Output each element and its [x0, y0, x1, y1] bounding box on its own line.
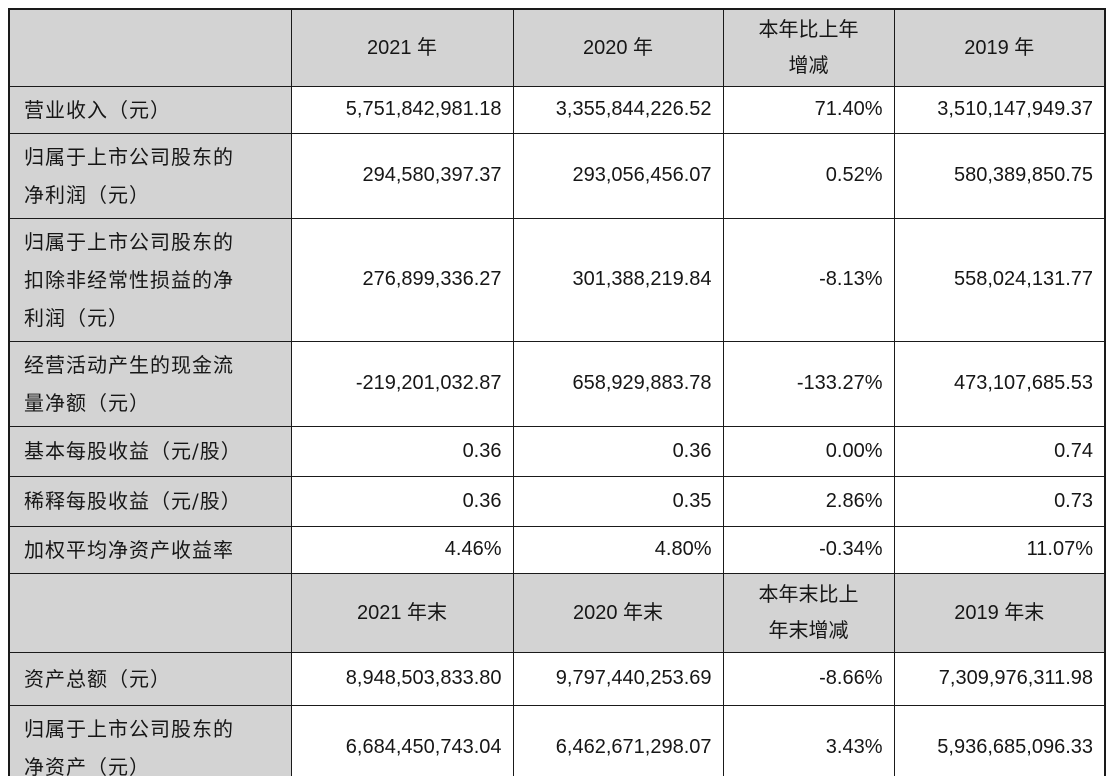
col-header-2020: 2020 年 — [512, 8, 724, 87]
value-cell: 558,024,131.77 — [893, 217, 1106, 342]
value-cell: 0.73 — [893, 475, 1106, 527]
value-cell: 3,510,147,949.37 — [893, 85, 1106, 134]
value-cell: 71.40% — [722, 85, 895, 134]
value-cell: 473,107,685.53 — [893, 340, 1106, 427]
value-cell: 301,388,219.84 — [512, 217, 724, 342]
row-label-total-assets: 资产总额（元） — [8, 651, 292, 706]
row-label-weighted-avg-roe: 加权平均净资产收益率 — [8, 525, 292, 574]
value-cell: 7,309,976,311.98 — [893, 651, 1106, 706]
col-header-year-end-change: 本年末比上 年末增减 — [722, 572, 895, 653]
value-cell: 0.35 — [512, 475, 724, 527]
value-cell: 276,899,336.27 — [290, 217, 514, 342]
col-header-2019: 2019 年 — [893, 8, 1106, 87]
col-header-2019-end: 2019 年末 — [893, 572, 1106, 653]
table-header-annual: 2021 年 2020 年 本年比上年 增减 2019 年 — [8, 8, 1106, 87]
row-label-operating-cash-flow: 经营活动产生的现金流 量净额（元） — [8, 340, 292, 427]
table-row: 加权平均净资产收益率 4.46% 4.80% -0.34% 11.07% — [8, 525, 1106, 574]
table-row: 资产总额（元） 8,948,503,833.80 9,797,440,253.6… — [8, 651, 1106, 706]
key-financials-table: 2021 年 2020 年 本年比上年 增减 2019 年 营业收入（元） 5,… — [8, 8, 1106, 776]
value-cell: -8.13% — [722, 217, 895, 342]
value-cell: 5,936,685,096.33 — [893, 704, 1106, 776]
value-cell: 0.36 — [290, 425, 514, 477]
col-header-2020-end: 2020 年末 — [512, 572, 724, 653]
value-cell: 580,389,850.75 — [893, 132, 1106, 219]
table-row: 基本每股收益（元/股） 0.36 0.36 0.00% 0.74 — [8, 425, 1106, 477]
header-empty-cell — [8, 8, 292, 87]
col-header-2021-end: 2021 年末 — [290, 572, 514, 653]
value-cell: 3,355,844,226.52 — [512, 85, 724, 134]
row-label-diluted-eps: 稀释每股收益（元/股） — [8, 475, 292, 527]
value-cell: 0.36 — [512, 425, 724, 477]
value-cell: 0.00% — [722, 425, 895, 477]
value-cell: 11.07% — [893, 525, 1106, 574]
value-cell: -219,201,032.87 — [290, 340, 514, 427]
value-cell: 0.36 — [290, 475, 514, 527]
value-cell: 293,056,456.07 — [512, 132, 724, 219]
value-cell: 2.86% — [722, 475, 895, 527]
row-label-net-assets: 归属于上市公司股东的 净资产（元） — [8, 704, 292, 776]
row-label-operating-revenue: 营业收入（元） — [8, 85, 292, 134]
col-header-2021: 2021 年 — [290, 8, 514, 87]
value-cell: 294,580,397.37 — [290, 132, 514, 219]
row-label-net-profit-excl-nonrecurring: 归属于上市公司股东的 扣除非经常性损益的净 利润（元） — [8, 217, 292, 342]
value-cell: 8,948,503,833.80 — [290, 651, 514, 706]
value-cell: 4.80% — [512, 525, 724, 574]
value-cell: 6,684,450,743.04 — [290, 704, 514, 776]
table-row: 经营活动产生的现金流 量净额（元） -219,201,032.87 658,92… — [8, 340, 1106, 427]
value-cell: 4.46% — [290, 525, 514, 574]
value-cell: 658,929,883.78 — [512, 340, 724, 427]
row-label-net-profit: 归属于上市公司股东的 净利润（元） — [8, 132, 292, 219]
value-cell: 0.74 — [893, 425, 1106, 477]
value-cell: -133.27% — [722, 340, 895, 427]
row-label-basic-eps: 基本每股收益（元/股） — [8, 425, 292, 477]
table-header-year-end: 2021 年末 2020 年末 本年末比上 年末增减 2019 年末 — [8, 572, 1106, 653]
value-cell: 5,751,842,981.18 — [290, 85, 514, 134]
table-row: 营业收入（元） 5,751,842,981.18 3,355,844,226.5… — [8, 85, 1106, 134]
value-cell: 6,462,671,298.07 — [512, 704, 724, 776]
table-row: 稀释每股收益（元/股） 0.36 0.35 2.86% 0.73 — [8, 475, 1106, 527]
table-row: 归属于上市公司股东的 净利润（元） 294,580,397.37 293,056… — [8, 132, 1106, 219]
col-header-yoy-change: 本年比上年 增减 — [722, 8, 895, 87]
value-cell: -0.34% — [722, 525, 895, 574]
table-row: 归属于上市公司股东的 扣除非经常性损益的净 利润（元） 276,899,336.… — [8, 217, 1106, 342]
header-empty-cell — [8, 572, 292, 653]
value-cell: 3.43% — [722, 704, 895, 776]
value-cell: 0.52% — [722, 132, 895, 219]
value-cell: -8.66% — [722, 651, 895, 706]
table-row: 归属于上市公司股东的 净资产（元） 6,684,450,743.04 6,462… — [8, 704, 1106, 776]
value-cell: 9,797,440,253.69 — [512, 651, 724, 706]
